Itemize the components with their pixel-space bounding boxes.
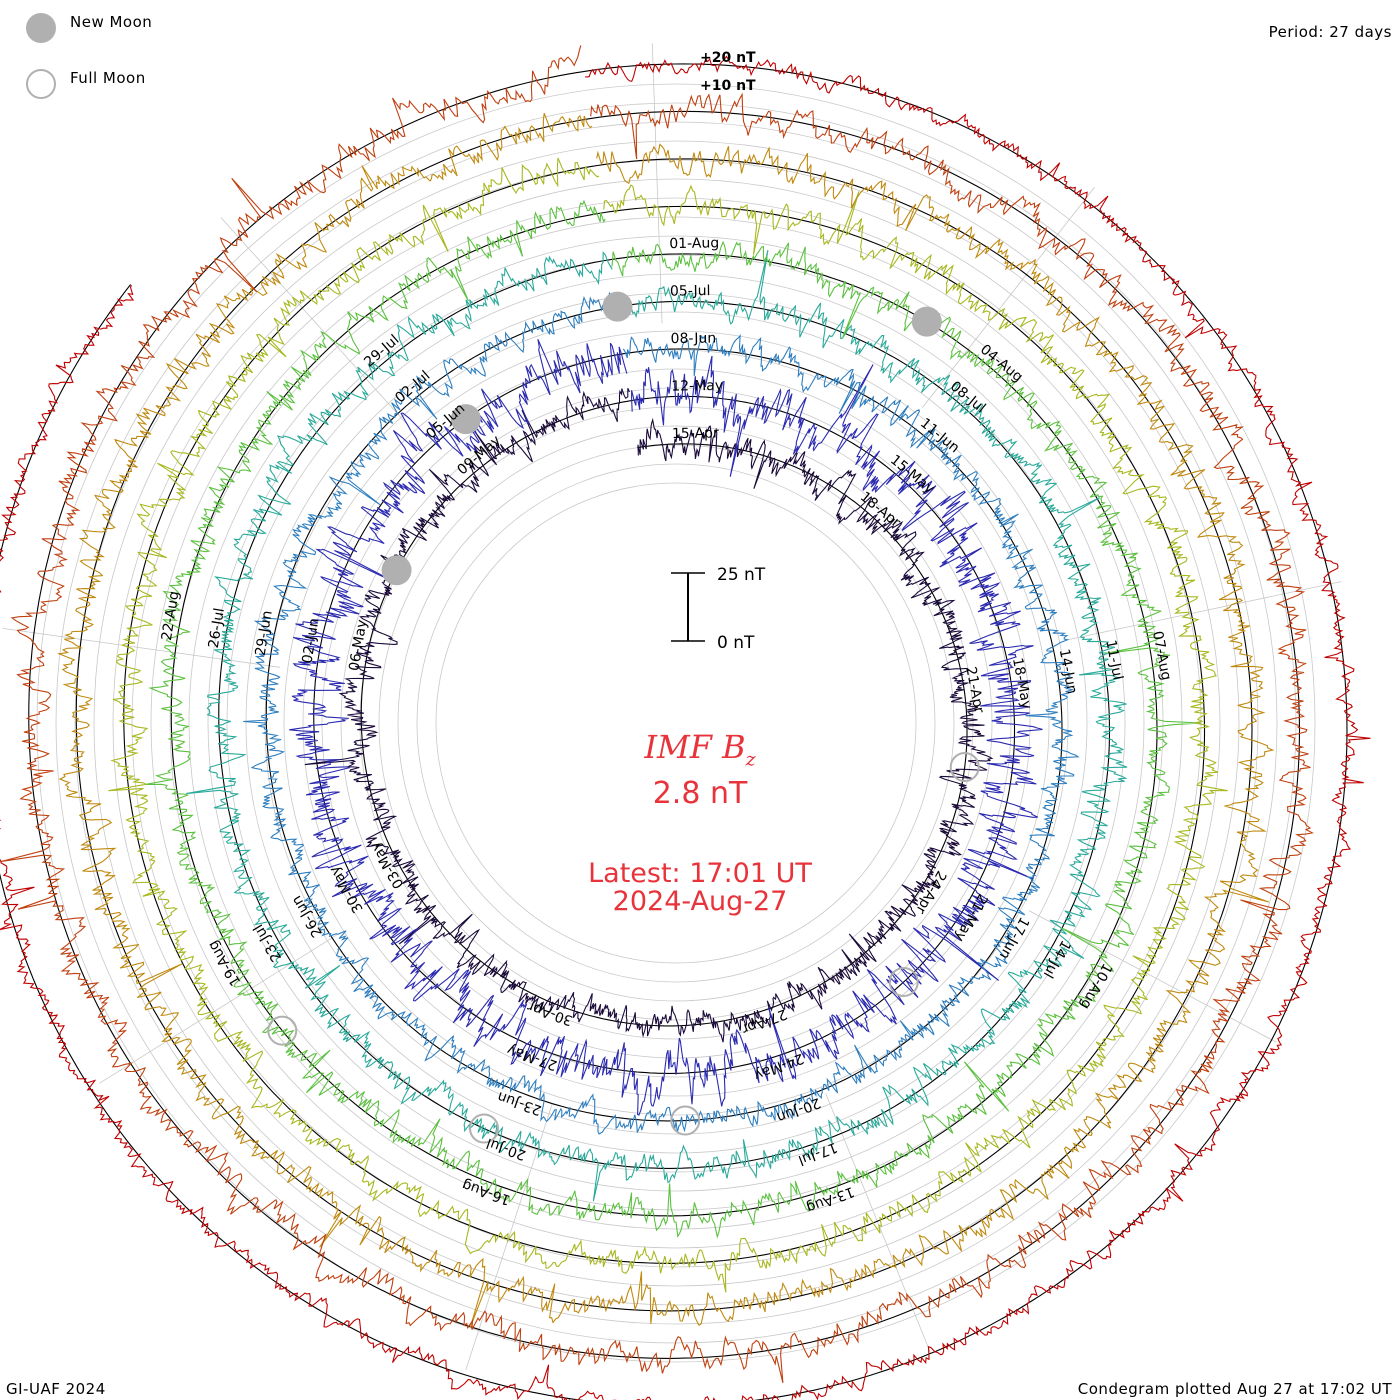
full-moon-legend-icon <box>26 69 56 99</box>
date-label: 01-Aug <box>669 235 719 252</box>
data-traces <box>0 45 1371 1400</box>
new-moon-marker <box>381 555 412 586</box>
date-label: 13-Aug <box>804 1183 856 1216</box>
current-value: 2.8 nT <box>652 776 748 811</box>
full-moon-marker <box>469 1113 500 1144</box>
date-label: 08-Jun <box>671 330 717 347</box>
chart-title-text: IMF B <box>644 728 746 766</box>
scale-bar: 25 nT 0 nT <box>671 565 766 653</box>
grid-spoke <box>825 1093 932 1354</box>
grid-spoke <box>220 217 409 427</box>
full-moon-legend-label: Full Moon <box>70 69 146 87</box>
grid-spoke <box>99 934 337 1084</box>
grid-ring <box>416 463 936 983</box>
grid-ring <box>245 292 1107 1154</box>
new-moon-marker <box>450 404 481 435</box>
date-label: 12-May <box>671 378 723 395</box>
date-label: 10-Aug <box>1077 960 1115 1011</box>
date-label: 19-Aug <box>205 937 244 988</box>
date-label: 02-Jun <box>300 617 323 665</box>
new-moon-legend-icon <box>26 13 56 43</box>
grid-ring <box>112 159 1240 1287</box>
moon-markers <box>267 291 980 1144</box>
data-series-trace <box>186 250 1128 1202</box>
grid-ring <box>397 444 955 1002</box>
date-label: 11-Jul <box>1102 639 1125 682</box>
grid-ring <box>302 349 1050 1097</box>
grid-ring <box>359 406 993 1040</box>
grid-ring <box>435 482 917 964</box>
data-series-trace <box>289 339 1043 1116</box>
data-series-trace <box>144 199 1202 1239</box>
chart-title: IMF Bz <box>0 728 1400 770</box>
date-label: 07-Aug <box>1149 630 1174 682</box>
full-moon-marker <box>888 966 919 997</box>
grid-ring <box>283 330 1069 1116</box>
grid-spoke <box>1067 581 1342 641</box>
date-label: 15-Apr <box>672 425 719 442</box>
grid-spokes <box>2 43 1342 1370</box>
data-series-trace <box>243 291 1080 1135</box>
date-label: 26-Jul <box>206 607 228 650</box>
grid-spoke <box>2 627 280 668</box>
grid-ring <box>93 140 1259 1306</box>
grid-ring <box>340 387 1012 1059</box>
data-series-trace <box>304 387 994 1043</box>
scale-label: +10 nT <box>700 78 756 94</box>
grid-spoke <box>465 1103 553 1370</box>
grid-spoke <box>921 186 1095 409</box>
date-label: 24-May <box>752 1050 806 1083</box>
data-series-trace <box>56 113 1275 1328</box>
footer-credit: GI-UAF 2024 <box>6 1380 106 1398</box>
scale-labels: +20 nT +10 nT <box>700 50 756 94</box>
new-moon-marker <box>602 291 633 322</box>
data-series-trace <box>0 45 1314 1384</box>
grid-ring <box>74 121 1278 1325</box>
new-moon-legend-label: New Moon <box>70 13 153 31</box>
footer-plot-time: Condegram plotted Aug 27 at 17:02 UT <box>1077 1380 1392 1398</box>
scale-bar-bottom-label: 0 nT <box>717 633 755 653</box>
date-label: 22-Aug <box>159 590 183 642</box>
grid-ring <box>131 178 1221 1268</box>
data-series-trace <box>0 55 1371 1400</box>
latest-date: 2024-Aug-27 <box>612 886 788 917</box>
grid-spoke <box>651 43 663 324</box>
period-label: Period: 27 days <box>1268 23 1392 41</box>
scale-bar-top-label: 25 nT <box>717 565 766 585</box>
full-moon-marker <box>949 752 980 783</box>
data-series-trace <box>108 157 1228 1293</box>
grid-ring <box>207 254 1145 1192</box>
scale-label: +20 nT <box>700 50 756 66</box>
grid-ring <box>188 235 1164 1211</box>
full-moon-marker <box>267 1015 298 1046</box>
full-moon-marker <box>670 1105 701 1136</box>
date-label: 05-Jul <box>670 283 711 300</box>
grid-ring <box>321 368 1031 1078</box>
latest-time: Latest: 17:01 UT <box>588 858 812 889</box>
grid-rings <box>36 83 1316 1363</box>
grid-ring <box>36 83 1316 1363</box>
new-moon-marker <box>911 306 942 337</box>
chart-title-subscript: z <box>745 748 756 771</box>
date-label: 29-Jun <box>253 609 276 657</box>
